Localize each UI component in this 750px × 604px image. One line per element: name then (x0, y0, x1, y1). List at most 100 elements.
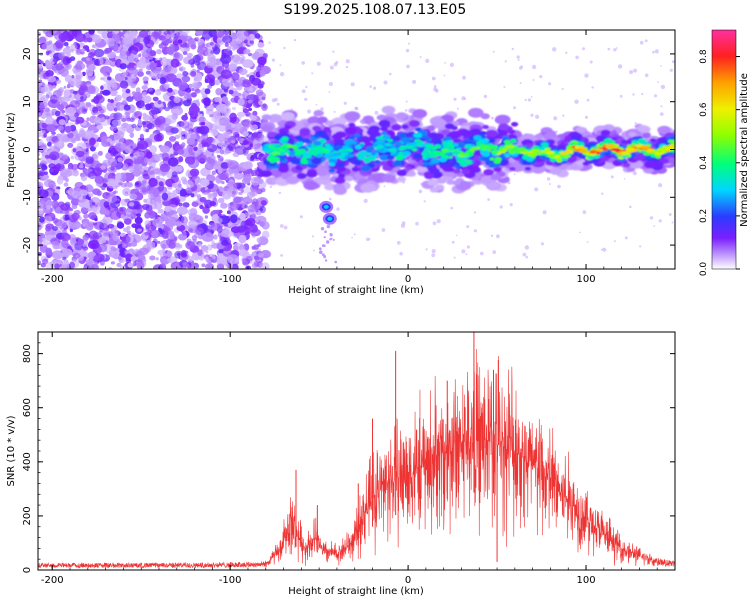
noise-speckle (233, 131, 240, 139)
faint-speck (522, 252, 527, 257)
signal-mark (378, 119, 391, 128)
noise-speckle (51, 250, 64, 260)
noise-speckle (226, 210, 231, 215)
noise-speckle (233, 44, 240, 50)
noise-speckle (250, 124, 258, 131)
noise-speckle (131, 78, 137, 82)
signal-mark (423, 157, 428, 161)
noise-speckle (230, 214, 238, 224)
faint-speck (511, 47, 514, 51)
signal-mark (335, 131, 347, 139)
noise-speckle (59, 152, 64, 157)
noise-speckle (149, 50, 157, 57)
signal-mark (386, 155, 395, 161)
noise-speckle (249, 143, 254, 148)
noise-speckle (131, 123, 137, 129)
noise-speckle (183, 93, 192, 100)
signal-mark (392, 160, 403, 167)
noise-speckle (67, 142, 74, 148)
faint-speck (617, 64, 623, 69)
noise-speckle (120, 214, 125, 219)
noise-speckle (220, 233, 225, 237)
noise-speckle (102, 72, 108, 76)
signal-mark (427, 178, 439, 186)
noise-speckle (232, 245, 239, 251)
noise-speckle (213, 47, 221, 55)
signal-mark (549, 167, 562, 175)
faint-speck (524, 98, 527, 101)
noise-speckle (230, 226, 241, 234)
noise-speckle (75, 74, 81, 80)
noise-speckle (227, 45, 232, 51)
noise-speckle (85, 156, 94, 165)
noise-speckle (195, 227, 205, 235)
noise-speckle (163, 83, 170, 90)
noise-speckle (141, 121, 146, 125)
noise-speckle (168, 230, 175, 236)
noise-speckle (245, 255, 253, 262)
noise-speckle (74, 112, 79, 118)
faint-speck (374, 110, 379, 115)
noise-speckle (45, 112, 51, 117)
noise-speckle (175, 221, 182, 227)
noise-speckle (128, 202, 135, 207)
noise-speckle (109, 210, 122, 220)
noise-speckle (214, 79, 220, 86)
noise-speckle (254, 218, 259, 223)
noise-speckle (117, 147, 122, 153)
signal-mark (569, 142, 577, 147)
noise-speckle (68, 261, 76, 269)
faint-speck (383, 80, 388, 85)
faint-speck (431, 76, 436, 81)
signal-mark (487, 138, 496, 144)
noise-speckle (193, 146, 198, 151)
noise-speckle (241, 257, 247, 262)
noise-speckle (56, 176, 64, 185)
noise-speckle (170, 106, 184, 116)
signal-mark (464, 144, 472, 149)
noise-speckle (139, 133, 144, 139)
noise-speckle (159, 123, 170, 131)
noise-speckle (181, 80, 187, 86)
faint-speck (466, 225, 470, 229)
noise-speckle (100, 85, 104, 90)
noise-speckle (255, 209, 259, 213)
noise-speckle (38, 152, 41, 157)
signal-core (384, 143, 392, 147)
noise-speckle (121, 71, 128, 77)
noise-speckle (259, 221, 266, 228)
signal-mark (482, 155, 492, 162)
noise-speckle (246, 74, 250, 78)
noise-speckle (138, 116, 142, 120)
signal-mark (303, 180, 319, 191)
signal-mark (324, 137, 331, 141)
noise-speckle (131, 73, 135, 79)
faint-speck (278, 191, 282, 195)
noise-speckle (216, 188, 220, 194)
noise-speckle (87, 85, 96, 94)
noise-speckle (200, 245, 209, 252)
faint-speck (531, 64, 537, 70)
noise-speckle (68, 207, 74, 212)
noise-speckle (196, 194, 202, 200)
noise-speckle (123, 104, 131, 111)
noise-speckle (183, 56, 194, 65)
signal-band (258, 105, 675, 195)
faint-speck (279, 64, 282, 67)
noise-speckle (222, 131, 232, 139)
noise-speckle (48, 163, 56, 169)
noise-speckle (63, 41, 69, 47)
noise-speckle (224, 263, 229, 268)
signal-core (331, 156, 339, 160)
faint-speck (396, 241, 401, 245)
noise-speckle (254, 33, 261, 39)
signal-mark (313, 109, 324, 117)
noise-speckle (96, 124, 103, 130)
signal-mark (482, 124, 489, 130)
faint-speck (431, 249, 436, 254)
noise-speckle (242, 80, 247, 85)
noise-speckle (177, 30, 190, 35)
noise-speckle (261, 262, 270, 269)
faint-speck (279, 72, 285, 77)
noise-speckle (182, 71, 189, 77)
